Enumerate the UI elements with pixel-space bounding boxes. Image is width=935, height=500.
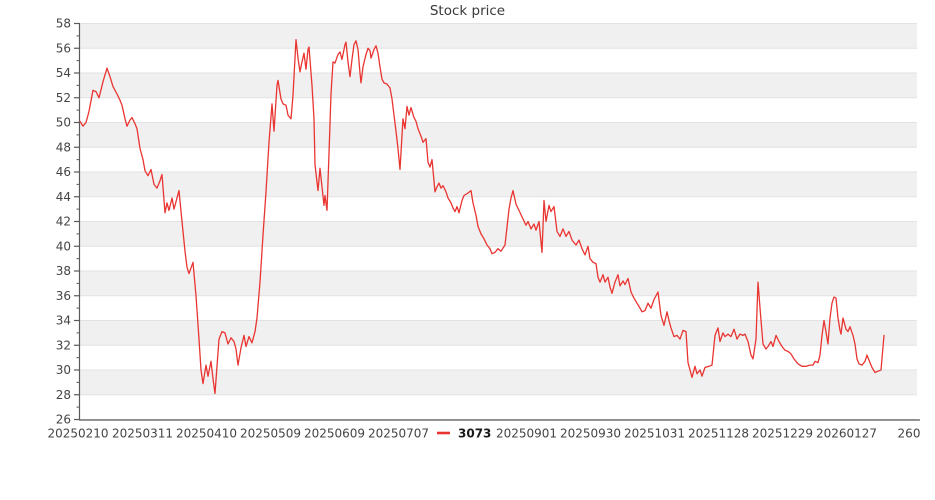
x-tick-label: 20260127 [816, 427, 877, 441]
y-axis: 26 28 30 32 34 36 38 40 42 44 46 48 50 52 54 56 58 [56, 17, 81, 427]
x-tick-label: 20250509 [240, 427, 301, 441]
band [80, 172, 917, 197]
y-tick-label: 28 [56, 388, 71, 402]
x-tick-label: 260 [898, 427, 921, 441]
y-tick-label: 42 [56, 215, 71, 229]
x-tick-label: 20250901 [496, 427, 557, 441]
band-layer [80, 23, 917, 395]
y-tick-label: 58 [56, 17, 71, 31]
y-tick-label: 56 [56, 41, 71, 55]
x-tick-label: 20250707 [368, 427, 429, 441]
y-tick-label: 30 [56, 363, 71, 377]
y-tick-label: 52 [56, 91, 71, 105]
x-tick-label: 20250311 [112, 427, 173, 441]
y-tick-label: 34 [56, 314, 71, 328]
x-tick-label: 20250609 [304, 427, 365, 441]
y-tick-label: 46 [56, 165, 71, 179]
legend: 3073 [437, 427, 491, 441]
y-tick-label: 48 [56, 140, 71, 154]
x-tick-label: 20251128 [688, 427, 749, 441]
band [80, 23, 917, 49]
y-tick-label: 44 [56, 190, 71, 204]
y-tick-label: 26 [56, 413, 71, 427]
y-tick-label: 50 [56, 116, 71, 130]
x-tick-label: 20250410 [176, 427, 237, 441]
band [80, 271, 917, 296]
band [80, 73, 917, 98]
x-tick-label: 20250210 [47, 427, 108, 441]
band [80, 320, 917, 346]
series-layer [79, 38, 885, 395]
y-tick-label: 54 [56, 66, 71, 80]
legend-series-label: 3073 [458, 427, 491, 441]
gridline-layer [80, 23, 917, 420]
x-tick-label: 20251229 [752, 427, 813, 441]
band [80, 221, 917, 247]
y-tick-label: 32 [56, 338, 71, 352]
y-tick-label: 40 [56, 239, 71, 253]
x-axis: 20250210 20250311 20250410 20250509 20250609… [47, 419, 921, 441]
x-tick-label: 20250930 [560, 427, 621, 441]
chart-title: Stock price [430, 3, 505, 19]
price-line [79, 38, 885, 395]
band [80, 122, 917, 148]
y-tick-label: 36 [56, 289, 71, 303]
band [80, 370, 917, 395]
y-tick-label: 38 [56, 264, 71, 278]
x-tick-label: 20251031 [624, 427, 685, 441]
